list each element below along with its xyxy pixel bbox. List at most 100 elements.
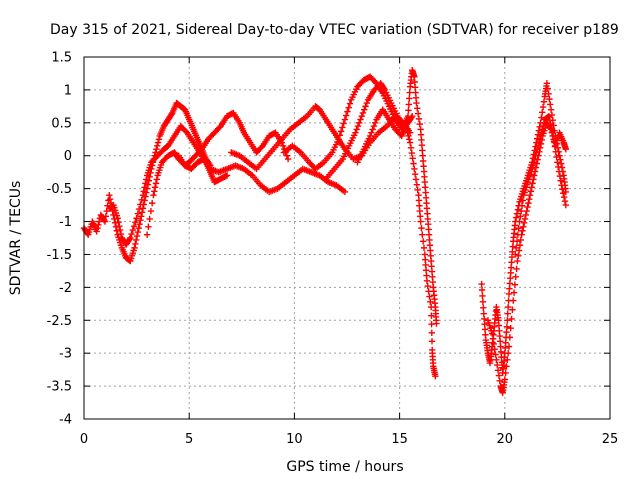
data-point <box>127 234 134 242</box>
data-point <box>514 206 522 213</box>
data-point <box>411 165 418 173</box>
data-point <box>369 126 376 133</box>
data-point <box>148 199 156 207</box>
data-point <box>540 98 548 105</box>
data-point <box>139 192 147 199</box>
data-point <box>560 190 567 197</box>
data-point <box>145 223 152 231</box>
data-point <box>503 323 511 331</box>
data-point <box>410 160 417 167</box>
data-point <box>363 99 370 107</box>
y-tick-label: -2 <box>59 281 72 296</box>
data-point <box>137 201 144 208</box>
series-6 <box>280 73 416 173</box>
data-point <box>129 226 137 234</box>
data-point <box>403 126 410 133</box>
data-point <box>510 289 518 296</box>
y-tick-label: 1.5 <box>51 51 72 66</box>
data-point <box>513 238 521 245</box>
data-point <box>504 303 512 311</box>
data-point <box>428 321 435 328</box>
data-point <box>413 181 421 188</box>
data-point <box>117 230 125 238</box>
data-point <box>552 148 559 155</box>
data-point <box>182 128 190 135</box>
data-point <box>518 202 526 209</box>
data-point <box>101 218 109 225</box>
data-point <box>555 163 562 171</box>
data-point <box>533 160 540 167</box>
data-point <box>536 136 543 143</box>
data-point <box>106 192 113 199</box>
data-point <box>415 115 423 123</box>
data-point <box>491 346 498 353</box>
data-point <box>539 103 547 111</box>
data-point <box>143 231 151 238</box>
data-point <box>528 184 535 191</box>
data-point <box>495 372 503 379</box>
y-tick-label: -1.5 <box>47 248 72 263</box>
y-tick-label: -1 <box>59 215 72 230</box>
data-point <box>146 215 153 223</box>
data-point <box>133 232 141 240</box>
data-point <box>432 373 439 380</box>
data-point <box>557 177 564 184</box>
series-2 <box>106 122 231 248</box>
data-point <box>528 165 536 173</box>
data-point <box>137 217 144 224</box>
data-point <box>370 122 378 130</box>
data-point <box>556 172 564 180</box>
data-point <box>420 244 428 252</box>
data-point <box>513 210 521 217</box>
data-point <box>345 104 352 111</box>
data-point <box>553 153 560 161</box>
data-point <box>428 338 436 345</box>
data-point <box>116 222 123 230</box>
data-point <box>555 168 563 175</box>
data-point <box>150 192 157 199</box>
data-point <box>479 298 487 306</box>
data-point <box>115 219 122 226</box>
data-point <box>561 197 569 205</box>
data-point <box>538 129 545 136</box>
data-point <box>488 330 496 337</box>
data-point <box>547 120 554 128</box>
data-point <box>519 197 527 204</box>
data-point <box>530 159 538 166</box>
data-point <box>406 139 414 146</box>
data-point <box>514 257 521 265</box>
data-point <box>546 116 554 124</box>
data-point <box>412 176 420 183</box>
data-point <box>519 227 526 234</box>
data-point <box>494 367 502 374</box>
data-point <box>551 143 559 150</box>
data-point <box>356 119 363 127</box>
data-point <box>506 334 514 341</box>
data-point <box>414 110 422 117</box>
data-point <box>493 356 500 363</box>
data-point <box>151 184 159 191</box>
data-point <box>413 99 420 107</box>
data-point <box>335 136 342 143</box>
data-point <box>417 218 424 225</box>
data-point <box>514 231 522 238</box>
data-point <box>138 209 146 216</box>
data-point <box>539 122 547 130</box>
data-point <box>427 303 435 311</box>
series-8 <box>354 106 439 380</box>
y-tick-label: -2.5 <box>47 314 72 329</box>
data-point <box>539 109 546 116</box>
data-point <box>556 152 563 159</box>
data-point <box>517 236 524 244</box>
data-point <box>504 356 511 363</box>
data-point <box>138 196 145 204</box>
data-point <box>406 136 413 143</box>
series-4 <box>175 152 349 196</box>
data-point <box>404 113 412 120</box>
data-point <box>535 139 543 146</box>
data-point <box>368 129 375 136</box>
data-point <box>513 265 520 273</box>
data-point <box>504 349 512 357</box>
data-point <box>341 116 349 123</box>
data-point <box>134 210 142 217</box>
